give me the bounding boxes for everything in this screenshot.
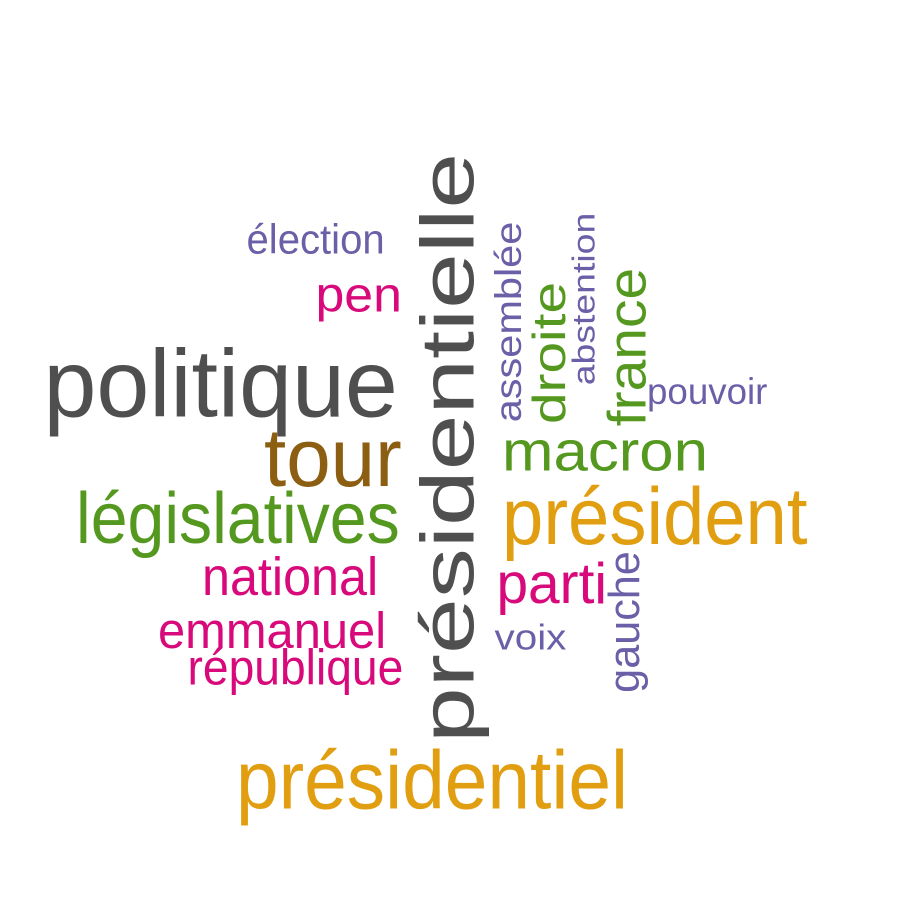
word-national: national xyxy=(201,547,379,608)
word-gauche: gauche xyxy=(600,551,650,693)
word-presidentielle: présidentielle xyxy=(404,152,490,744)
word-president: président xyxy=(502,470,808,562)
word-emmanuel: emmanuel xyxy=(158,601,387,660)
word-politique: politique xyxy=(42,332,398,438)
word-election: élection xyxy=(246,216,385,264)
word-tour: tour xyxy=(264,410,402,504)
word-abstention: abstention xyxy=(567,212,603,386)
word-voix: voix xyxy=(494,616,566,658)
word-republique: république xyxy=(187,640,403,696)
word-assemblee: assemblée xyxy=(488,221,530,423)
word-parti: parti xyxy=(495,550,607,616)
word-droite: droite xyxy=(523,281,576,425)
word-legislatives: législatives xyxy=(76,477,400,559)
word-presidentiel: présidentiel xyxy=(235,733,629,827)
word-macron: macron xyxy=(502,420,709,484)
word-pen: pen xyxy=(314,268,402,323)
word-pouvoir: pouvoir xyxy=(646,372,768,413)
